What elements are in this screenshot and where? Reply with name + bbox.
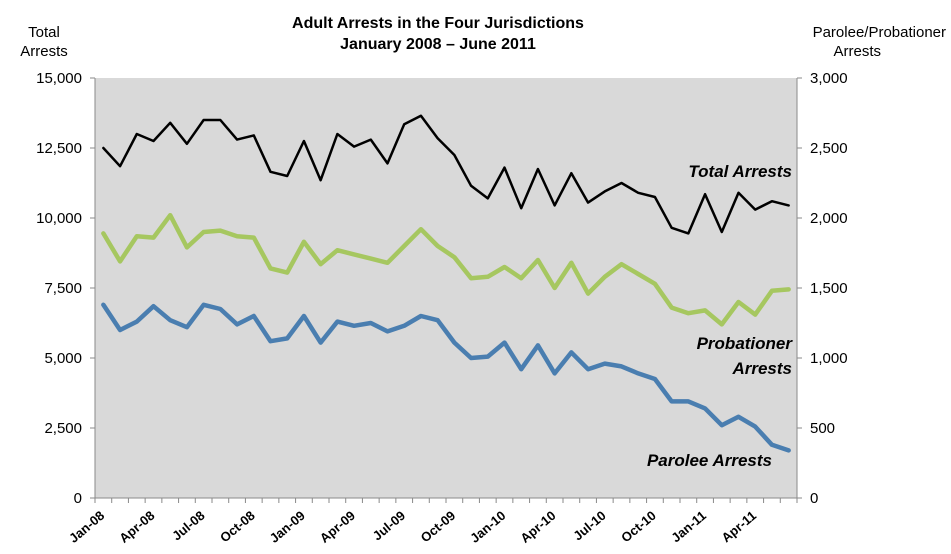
x-tick-label: Jan-09 <box>267 508 308 546</box>
y-right-tick-label: 1,000 <box>810 350 848 367</box>
y-right-tick-label: 3,000 <box>810 70 848 87</box>
x-tick-label: Jan-11 <box>668 508 709 546</box>
x-tick-label: Oct-10 <box>618 508 659 546</box>
series-line-parolee-arrests <box>101 302 791 453</box>
y-left-label-line1: Total <box>28 24 60 41</box>
x-tick-label: Apr-11 <box>719 508 760 546</box>
y-right-tick-label: 0 <box>810 490 818 507</box>
x-tick-label: Apr-09 <box>317 508 358 546</box>
x-tick-label: Oct-09 <box>418 508 459 546</box>
chart-title-line1: Adult Arrests in the Four Jurisdictions <box>292 15 584 32</box>
y-left-tick-label: 0 <box>74 490 82 507</box>
y-right-label: Parolee/Probationer Arrests <box>813 24 946 60</box>
series-label-probationer-arrests: Probationer <box>697 334 794 353</box>
x-tick-label: Jan-10 <box>467 508 508 546</box>
y-right-tick-label: 1,500 <box>810 280 848 297</box>
y-left-tick-label: 2,500 <box>44 420 82 437</box>
x-tick-label: Jul-10 <box>570 508 608 544</box>
x-tick-label: Jul-09 <box>370 508 408 544</box>
y-left-tick-label: 5,000 <box>44 350 82 367</box>
y-left-tick-label: 15,000 <box>36 70 82 87</box>
chart-title: Adult Arrests in the Four Jurisdictions … <box>292 15 584 53</box>
y-right-tick-label: 2,000 <box>810 210 848 227</box>
y-left-label: Total Arrests <box>20 24 68 60</box>
chart-subtitle: January 2008 – June 2011 <box>340 36 536 53</box>
y-left-tick-label: 12,500 <box>36 140 82 157</box>
series-layer <box>101 114 791 453</box>
y-right-label-line2: Arrests <box>833 43 881 60</box>
x-tick-label: Apr-10 <box>517 508 558 546</box>
plot-area <box>95 78 797 498</box>
x-tick-label: Oct-08 <box>217 508 258 546</box>
series-line-probationer-arrests <box>101 212 791 327</box>
y-right-tick-label: 2,500 <box>810 140 848 157</box>
y-right-label-line1: Parolee/Probationer <box>813 24 946 41</box>
series-label-parolee-arrests: Parolee Arrests <box>647 451 772 470</box>
series-label-probationer-arrests: Arrests <box>731 359 792 378</box>
series-line-total-arrests <box>102 114 790 235</box>
y-left-label-line2: Arrests <box>20 43 68 60</box>
x-tick-label: Jul-08 <box>169 508 207 544</box>
series-labels: Total Arrests Probationer Arrests Parolee A… <box>647 162 793 470</box>
x-tick-label: Jan-08 <box>66 508 107 546</box>
y-left-tick-label: 10,000 <box>36 210 82 227</box>
x-tick-label: Apr-08 <box>116 508 157 546</box>
y-left-tick-label: 7,500 <box>44 280 82 297</box>
series-label-total-arrests: Total Arrests <box>688 162 792 181</box>
y-right-tick-label: 500 <box>810 420 835 437</box>
